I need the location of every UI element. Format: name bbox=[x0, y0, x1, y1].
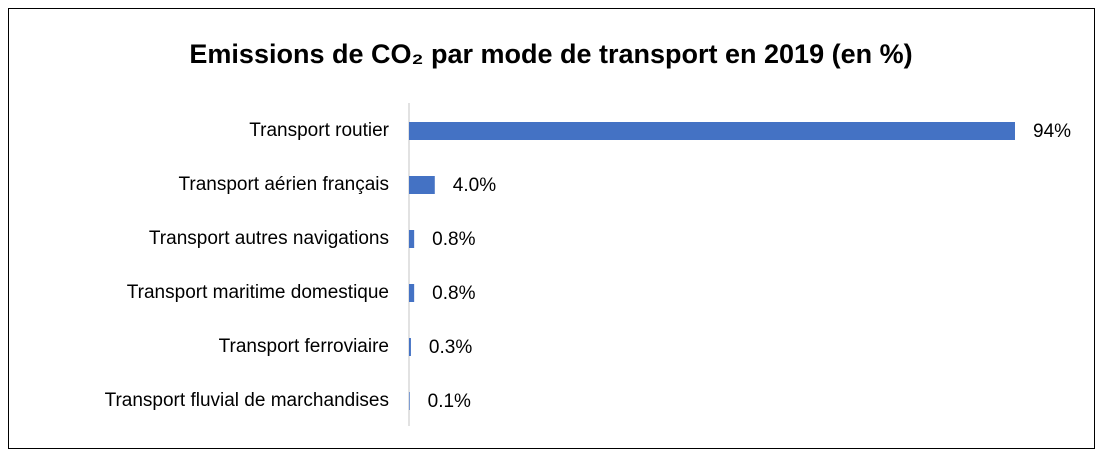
value-label: 0.3% bbox=[429, 337, 472, 358]
bar bbox=[409, 392, 410, 410]
value-label: 4.0% bbox=[453, 175, 496, 196]
value-label: 0.1% bbox=[428, 391, 471, 412]
category-label: Transport autres navigations bbox=[149, 228, 389, 249]
category-label: Transport aérien français bbox=[178, 174, 389, 195]
bar bbox=[409, 122, 1015, 140]
category-label: Transport fluvial de marchandises bbox=[105, 390, 389, 411]
chart-frame bbox=[8, 8, 1095, 449]
value-label: 0.8% bbox=[432, 283, 475, 304]
bar bbox=[409, 284, 415, 302]
value-label: 94% bbox=[1033, 121, 1071, 142]
chart-title: Emissions de CO₂ par mode de transport e… bbox=[189, 39, 912, 69]
category-label: Transport routier bbox=[249, 120, 389, 141]
category-label: Transport ferroviaire bbox=[219, 336, 389, 357]
bar bbox=[409, 338, 411, 356]
bar bbox=[409, 230, 415, 248]
value-label: 0.8% bbox=[432, 229, 475, 250]
category-label: Transport maritime domestique bbox=[127, 282, 389, 303]
bar bbox=[409, 176, 435, 194]
